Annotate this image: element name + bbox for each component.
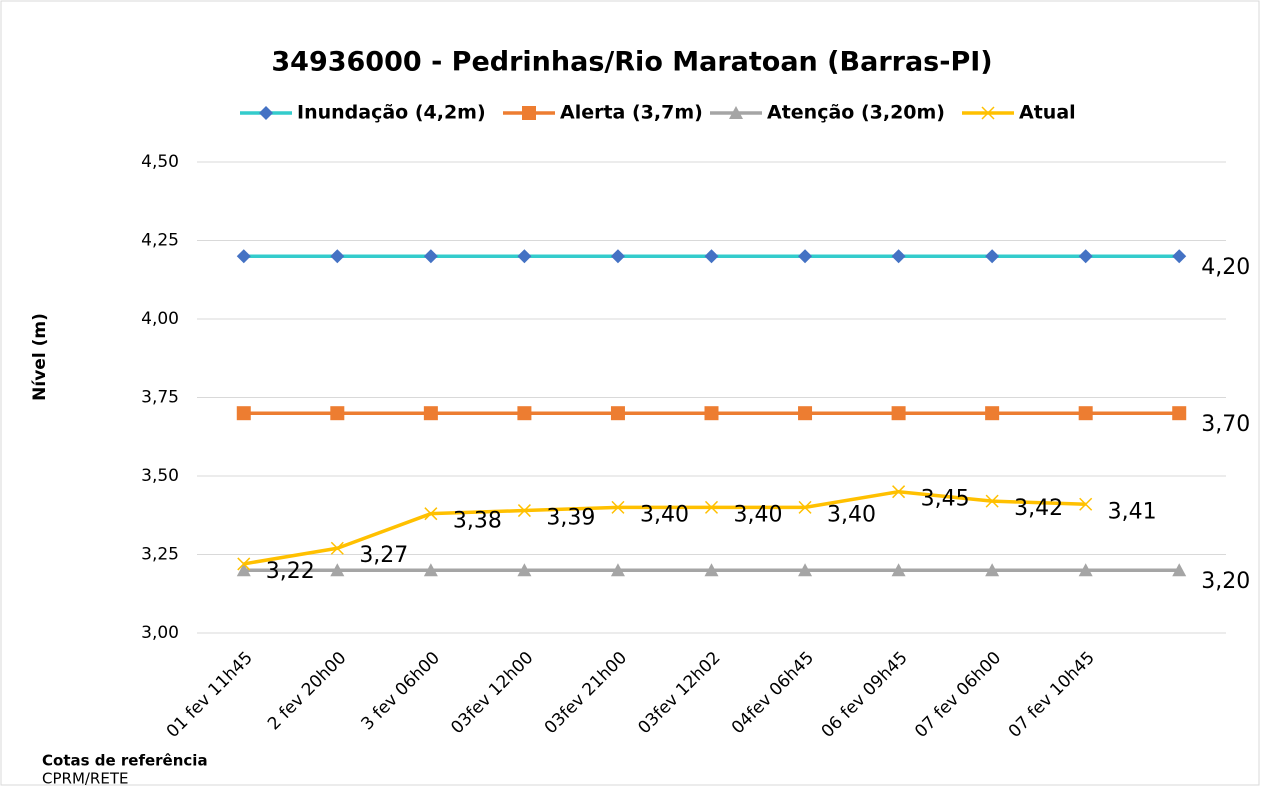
y-tick-label: 3,25 bbox=[141, 545, 179, 565]
marker bbox=[517, 406, 532, 421]
data-label: 4,20 bbox=[1201, 255, 1250, 280]
marker bbox=[610, 406, 625, 421]
marker bbox=[1078, 249, 1093, 264]
marker bbox=[517, 504, 531, 518]
marker bbox=[259, 106, 273, 120]
data-label: 3,42 bbox=[1014, 496, 1063, 521]
marker bbox=[891, 563, 906, 577]
data-label: 3,40 bbox=[640, 502, 689, 527]
marker bbox=[236, 249, 251, 264]
marker bbox=[1172, 563, 1187, 577]
marker bbox=[985, 249, 1000, 264]
marker bbox=[611, 500, 625, 514]
marker bbox=[236, 406, 251, 421]
y-tick-label: 4,50 bbox=[141, 152, 179, 172]
marker bbox=[985, 563, 1000, 577]
marker bbox=[330, 406, 345, 421]
legend-label: Atual bbox=[1019, 102, 1076, 124]
marker bbox=[798, 406, 813, 421]
data-label: 3,70 bbox=[1201, 412, 1250, 437]
marker bbox=[798, 500, 812, 514]
data-label: 3,20 bbox=[1201, 569, 1250, 594]
marker bbox=[610, 563, 625, 577]
legend-label: Alerta (3,7m) bbox=[560, 102, 703, 124]
marker bbox=[1172, 249, 1187, 264]
marker bbox=[704, 406, 719, 421]
data-label: 3,38 bbox=[453, 509, 502, 534]
marker bbox=[517, 563, 532, 577]
marker bbox=[1079, 497, 1093, 511]
marker bbox=[423, 406, 438, 421]
data-label: 3,22 bbox=[266, 559, 315, 584]
footer-source: CPRM/RETE bbox=[42, 770, 128, 787]
marker bbox=[423, 249, 438, 264]
marker bbox=[985, 494, 999, 508]
marker bbox=[236, 563, 251, 577]
y-tick-label: 3,50 bbox=[141, 466, 179, 486]
y-tick-label: 4,25 bbox=[141, 231, 179, 251]
data-label: 3,41 bbox=[1108, 499, 1157, 524]
marker bbox=[729, 106, 743, 119]
data-label: 3,27 bbox=[359, 543, 408, 568]
y-tick-label: 3,00 bbox=[141, 623, 179, 643]
marker bbox=[704, 500, 719, 514]
chart-title: 34936000 - Pedrinhas/Rio Maratoan (Barra… bbox=[271, 47, 992, 78]
data-label: 3,40 bbox=[734, 502, 783, 527]
marker bbox=[798, 249, 813, 264]
marker bbox=[1078, 406, 1093, 421]
data-label: 3,45 bbox=[921, 487, 970, 512]
data-label: 3,40 bbox=[827, 502, 876, 527]
marker bbox=[798, 563, 813, 577]
marker bbox=[237, 557, 251, 571]
marker bbox=[985, 406, 1000, 421]
marker bbox=[891, 249, 906, 264]
marker bbox=[517, 249, 532, 264]
legend-label: Atenção (3,20m) bbox=[767, 102, 945, 124]
y-tick-label: 4,00 bbox=[141, 309, 179, 329]
marker bbox=[330, 249, 345, 264]
marker bbox=[423, 563, 438, 577]
series-line bbox=[243, 489, 1086, 566]
marker bbox=[892, 485, 906, 499]
marker bbox=[704, 563, 719, 577]
marker bbox=[330, 541, 344, 555]
marker bbox=[981, 106, 995, 120]
marker bbox=[704, 249, 719, 264]
marker bbox=[522, 106, 536, 120]
data-label: 3,39 bbox=[546, 506, 595, 531]
legend-label: Inundação (4,2m) bbox=[297, 102, 486, 124]
marker bbox=[1078, 563, 1093, 577]
y-tick-label: 3,75 bbox=[141, 388, 179, 408]
y-axis-label: Nível (m) bbox=[30, 313, 50, 401]
footer-title: Cotas de referência bbox=[42, 752, 208, 770]
marker bbox=[424, 507, 438, 521]
marker bbox=[891, 406, 906, 421]
marker bbox=[1172, 406, 1187, 421]
marker bbox=[610, 249, 625, 264]
marker bbox=[330, 563, 345, 577]
